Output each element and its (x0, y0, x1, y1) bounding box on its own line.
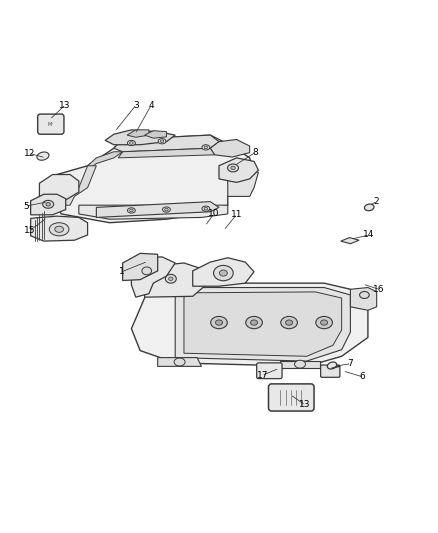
Polygon shape (79, 205, 228, 219)
Text: 10: 10 (208, 209, 219, 219)
Polygon shape (280, 361, 320, 368)
FancyBboxPatch shape (38, 114, 64, 134)
Ellipse shape (127, 208, 135, 213)
Ellipse shape (130, 142, 133, 144)
Ellipse shape (364, 204, 374, 211)
Text: 8: 8 (252, 148, 258, 157)
Polygon shape (114, 135, 219, 152)
Ellipse shape (174, 358, 185, 366)
Polygon shape (96, 201, 219, 217)
Text: 3: 3 (133, 101, 139, 110)
Text: Mˣ: Mˣ (48, 122, 54, 127)
Ellipse shape (204, 207, 208, 210)
Ellipse shape (202, 206, 210, 211)
Ellipse shape (42, 200, 53, 208)
Ellipse shape (321, 320, 328, 325)
Ellipse shape (251, 320, 258, 325)
Ellipse shape (130, 209, 133, 212)
Ellipse shape (127, 140, 135, 146)
Ellipse shape (142, 267, 152, 275)
Polygon shape (184, 292, 342, 356)
Polygon shape (31, 194, 66, 215)
Text: 14: 14 (363, 230, 374, 239)
Ellipse shape (46, 203, 50, 206)
Ellipse shape (360, 292, 369, 298)
Ellipse shape (166, 274, 176, 283)
Ellipse shape (202, 145, 210, 150)
Ellipse shape (160, 140, 164, 142)
Polygon shape (210, 140, 250, 157)
Polygon shape (158, 358, 201, 366)
Ellipse shape (165, 208, 168, 211)
Text: 5: 5 (23, 201, 29, 211)
Text: 16: 16 (373, 285, 385, 294)
Polygon shape (88, 152, 123, 170)
Polygon shape (123, 253, 158, 280)
Polygon shape (193, 258, 254, 286)
Ellipse shape (281, 317, 297, 329)
Ellipse shape (219, 270, 227, 276)
Polygon shape (145, 131, 166, 138)
Text: 13: 13 (299, 400, 310, 409)
FancyBboxPatch shape (268, 384, 314, 411)
Polygon shape (341, 238, 359, 244)
Ellipse shape (231, 166, 235, 169)
FancyBboxPatch shape (321, 365, 340, 377)
Polygon shape (350, 287, 377, 310)
Text: 12: 12 (24, 149, 35, 158)
Ellipse shape (55, 226, 64, 232)
Polygon shape (39, 174, 79, 201)
Ellipse shape (286, 320, 293, 325)
Ellipse shape (228, 164, 238, 172)
Ellipse shape (211, 317, 227, 329)
Ellipse shape (215, 320, 223, 325)
Text: 17: 17 (257, 370, 268, 379)
Text: 15: 15 (24, 226, 35, 235)
Polygon shape (127, 130, 149, 138)
Polygon shape (145, 263, 206, 297)
Text: 2: 2 (373, 197, 378, 206)
Ellipse shape (49, 223, 69, 236)
Text: 11: 11 (231, 211, 242, 219)
Text: 6: 6 (360, 373, 366, 382)
Polygon shape (31, 216, 88, 241)
Polygon shape (228, 170, 258, 197)
Text: 13: 13 (59, 101, 71, 110)
Polygon shape (219, 158, 258, 182)
Ellipse shape (204, 146, 208, 149)
Text: 7: 7 (347, 359, 353, 368)
Polygon shape (131, 257, 175, 297)
Ellipse shape (316, 317, 332, 329)
Polygon shape (131, 283, 368, 366)
Ellipse shape (162, 207, 170, 212)
Text: 4: 4 (148, 101, 154, 110)
Polygon shape (175, 287, 350, 361)
Ellipse shape (158, 139, 166, 144)
Polygon shape (105, 130, 175, 145)
Ellipse shape (37, 152, 49, 160)
Text: 1: 1 (119, 267, 125, 276)
Ellipse shape (327, 362, 337, 369)
FancyBboxPatch shape (257, 363, 282, 378)
Ellipse shape (294, 360, 306, 368)
Ellipse shape (169, 277, 173, 280)
Polygon shape (118, 148, 215, 158)
Ellipse shape (214, 265, 233, 281)
Ellipse shape (246, 317, 262, 329)
Polygon shape (44, 135, 254, 223)
Polygon shape (57, 166, 96, 205)
